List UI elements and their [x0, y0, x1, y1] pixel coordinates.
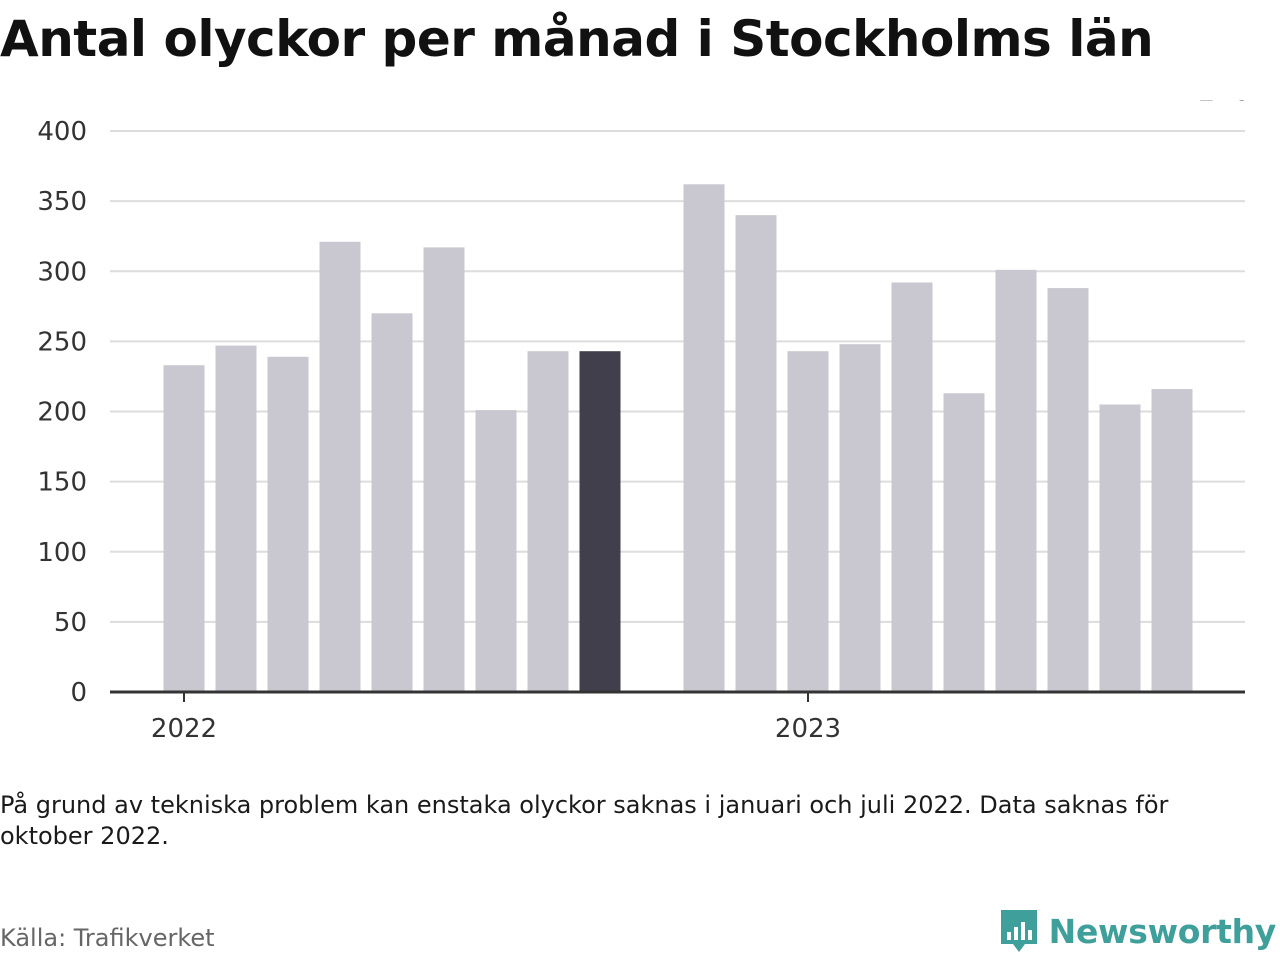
y-tick-label: 100 — [37, 538, 87, 568]
bar-chart: 0 50 100 150 200 250 300 350 400 216 2022 2023 — [37, 100, 1250, 744]
bar — [267, 356, 309, 692]
y-tick-label: 0 — [70, 678, 87, 708]
bar — [163, 365, 205, 692]
newsworthy-logo-icon — [1000, 910, 1037, 952]
bar — [1151, 389, 1193, 692]
y-tick-label: 350 — [37, 187, 87, 217]
bar — [475, 410, 517, 692]
brand-name: Newsworthy — [1048, 911, 1277, 951]
y-tick-label: 300 — [37, 257, 87, 287]
bar — [735, 215, 777, 692]
y-tick-label: 200 — [37, 398, 87, 428]
x-axis-ticks: 2022 2023 — [151, 692, 841, 744]
bar — [423, 247, 465, 692]
y-tick-label: 50 — [54, 608, 87, 638]
bar — [319, 241, 361, 693]
y-tick-label: 150 — [37, 468, 87, 498]
bar — [215, 345, 257, 692]
bar — [1099, 404, 1141, 692]
bar — [995, 269, 1037, 692]
y-tick-label: 400 — [37, 117, 87, 147]
bar — [371, 313, 413, 692]
bar — [683, 184, 725, 693]
x-tick-label: 2022 — [151, 714, 217, 744]
data-label: 216 — [1198, 100, 1250, 107]
brand-logo: Newsworthy — [999, 908, 1276, 954]
bar — [787, 351, 829, 692]
source-text: Källa: Trafikverket — [0, 924, 215, 952]
data-labels: 216 — [1198, 100, 1250, 107]
bar — [1047, 288, 1089, 692]
bar — [839, 344, 881, 692]
y-axis-ticks: 0 50 100 150 200 250 300 350 400 — [37, 117, 87, 708]
bar — [943, 393, 985, 692]
y-tick-label: 250 — [37, 327, 87, 357]
bar — [527, 351, 569, 692]
bar — [579, 351, 621, 692]
bar — [891, 282, 933, 692]
chart-note: På grund av tekniska problem kan enstaka… — [0, 791, 1169, 850]
bars — [163, 184, 1193, 693]
chart-title: Antal olyckor per månad i Stockholms län — [0, 10, 1154, 68]
x-tick-label: 2023 — [775, 714, 841, 744]
